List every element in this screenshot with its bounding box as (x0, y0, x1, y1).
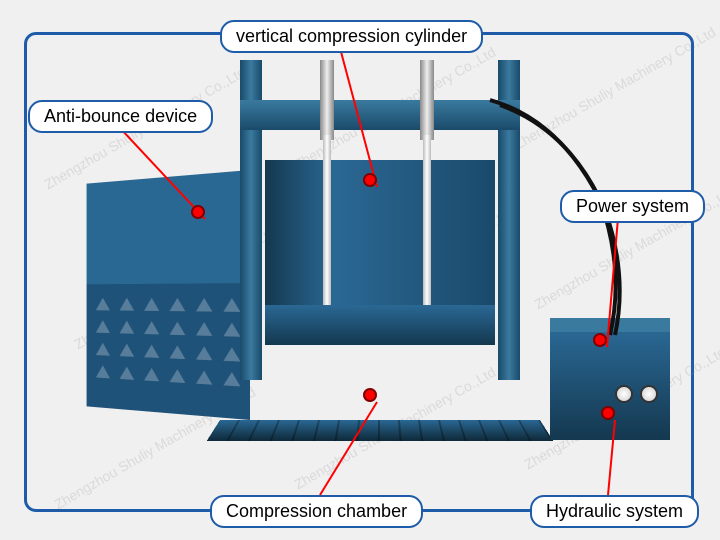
label-compression-chamber: Compression chamber (210, 495, 423, 528)
label-vertical-cylinder: vertical compression cylinder (220, 20, 483, 53)
hydraulic-hoses (0, 0, 720, 540)
label-text: Hydraulic system (546, 501, 683, 521)
marker-power_system (593, 333, 607, 347)
marker-compression_chamber (363, 388, 377, 402)
label-hydraulic-system: Hydraulic system (530, 495, 699, 528)
label-text: Compression chamber (226, 501, 407, 521)
label-power-system: Power system (560, 190, 705, 223)
label-text: Anti-bounce device (44, 106, 197, 126)
marker-vertical_cylinder (363, 173, 377, 187)
marker-anti_bounce (191, 205, 205, 219)
marker-hydraulic_system (601, 406, 615, 420)
label-anti-bounce: Anti-bounce device (28, 100, 213, 133)
label-text: Power system (576, 196, 689, 216)
label-text: vertical compression cylinder (236, 26, 467, 46)
